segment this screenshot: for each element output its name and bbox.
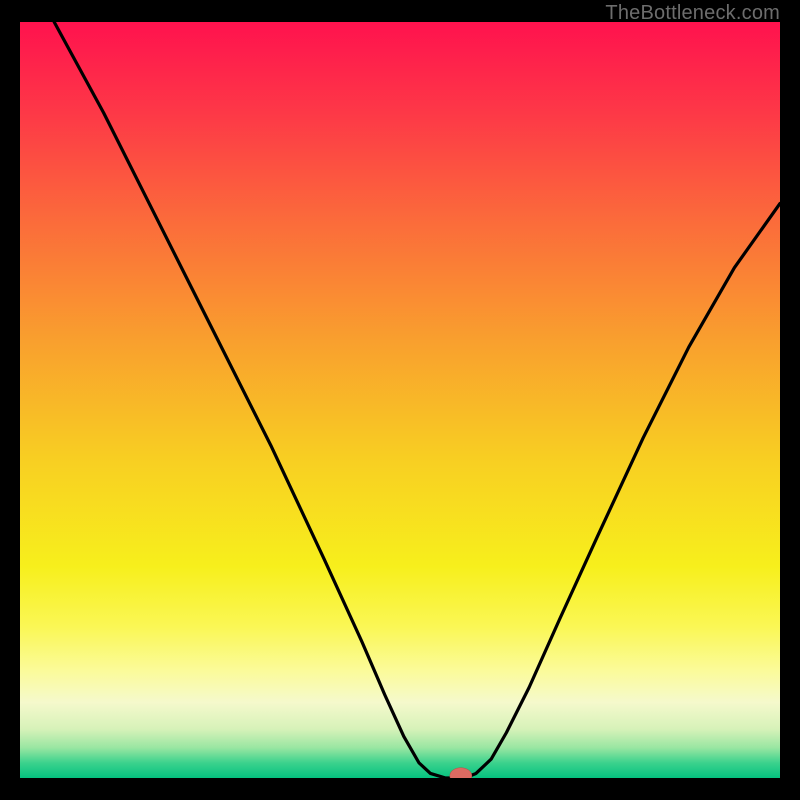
watermark-text: TheBottleneck.com [605,2,780,25]
curve-overlay [20,22,780,778]
chart-frame: TheBottleneck.com [0,0,800,800]
bottleneck-curve [54,22,780,778]
plot-area [20,22,780,778]
bottleneck-marker [450,768,472,778]
